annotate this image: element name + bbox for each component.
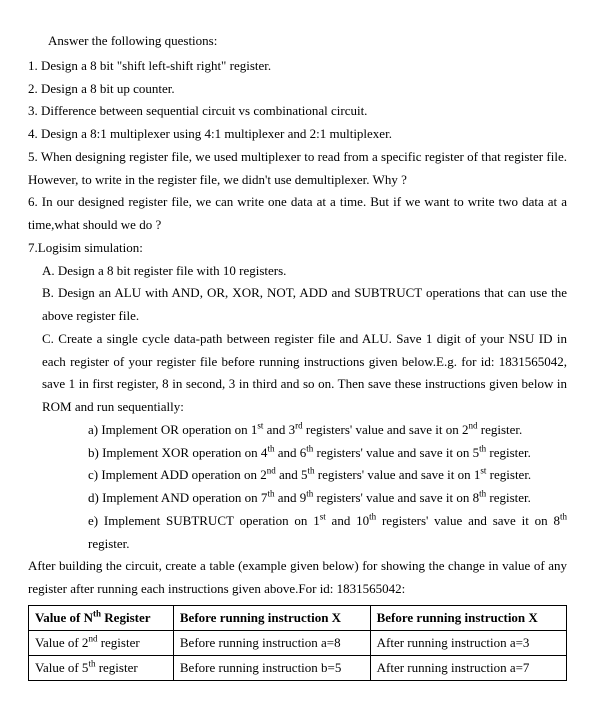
question-5: 5. When designing register file, we used…	[28, 146, 567, 192]
header-col-2: Before running instruction X	[173, 605, 370, 630]
row1-col1: Value of 2nd register	[29, 630, 174, 655]
table-row: Value of 5th register Before running ins…	[29, 656, 567, 681]
header: Answer the following questions:	[28, 30, 567, 53]
question-4: 4. Design a 8:1 multiplexer using 4:1 mu…	[28, 123, 567, 146]
header-col-3: Before running instruction X	[370, 605, 566, 630]
after-text: After building the circuit, create a tab…	[28, 555, 567, 601]
question-7c-e: e) Implement SUBTRUCT operation on 1st a…	[28, 510, 567, 556]
question-1: 1. Design a 8 bit "shift left-shift righ…	[28, 55, 567, 78]
question-7a: A. Design a 8 bit register file with 10 …	[28, 260, 567, 283]
question-3: 3. Difference between sequential circuit…	[28, 100, 567, 123]
question-7c-d: d) Implement AND operation on 7th and 9t…	[28, 487, 567, 510]
question-6: 6. In our designed register file, we can…	[28, 191, 567, 237]
row2-col2: Before running instruction b=5	[173, 656, 370, 681]
question-7c-b: b) Implement XOR operation on 4th and 6t…	[28, 442, 567, 465]
table-row: Value of 2nd register Before running ins…	[29, 630, 567, 655]
register-table: Value of Nth Register Before running ins…	[28, 605, 567, 682]
question-7c: C. Create a single cycle data-path betwe…	[28, 328, 567, 419]
question-7c-c: c) Implement ADD operation on 2nd and 5t…	[28, 464, 567, 487]
question-2: 2. Design a 8 bit up counter.	[28, 78, 567, 101]
question-7c-a: a) Implement OR operation on 1st and 3rd…	[28, 419, 567, 442]
table-header-row: Value of Nth Register Before running ins…	[29, 605, 567, 630]
question-7b: B. Design an ALU with AND, OR, XOR, NOT,…	[28, 282, 567, 328]
header-col-1: Value of Nth Register	[29, 605, 174, 630]
row2-col3: After running instruction a=7	[370, 656, 566, 681]
row1-col3: After running instruction a=3	[370, 630, 566, 655]
question-7: 7.Logisim simulation:	[28, 237, 567, 260]
row1-col2: Before running instruction a=8	[173, 630, 370, 655]
row2-col1: Value of 5th register	[29, 656, 174, 681]
